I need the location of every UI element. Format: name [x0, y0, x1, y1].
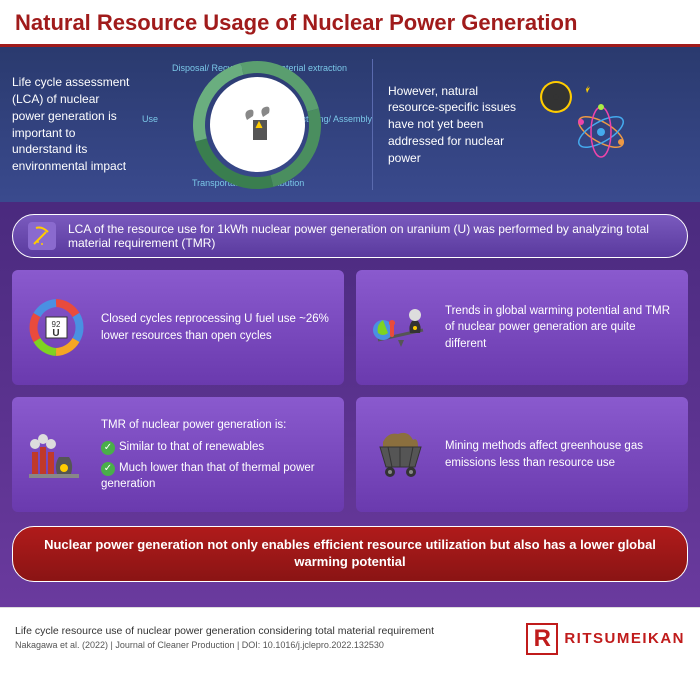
card-tmr-comparison: TMR of nuclear power generation is: ✓ Sim…: [12, 397, 344, 512]
footer: Life cycle resource use of nuclear power…: [0, 607, 700, 669]
card4-text: Mining methods affect greenhouse gas emi…: [445, 438, 676, 470]
uranium-cycle-icon: 92U: [24, 295, 89, 360]
cycle-label-use: Use: [142, 114, 158, 124]
check-icon: ✓: [101, 441, 115, 455]
card-warming-trends: Trends in global warming potential and T…: [356, 270, 688, 385]
check-icon: ✓: [101, 462, 115, 476]
card3-content: TMR of nuclear power generation is: ✓ Sim…: [101, 417, 332, 491]
brand-logo: R RITSUMEIKAN: [526, 623, 685, 655]
banner-text: LCA of the resource use for 1kWh nuclear…: [68, 222, 672, 250]
logo-r-icon: R: [526, 623, 558, 655]
section-findings: LCA of the resource use for 1kWh nuclear…: [0, 202, 700, 607]
pickaxe-icon: [28, 222, 56, 250]
brand-name: RITSUMEIKAN: [564, 630, 685, 647]
svg-text:U: U: [52, 328, 59, 339]
balance-icon: [368, 295, 433, 360]
citation: Life cycle resource use of nuclear power…: [15, 625, 434, 652]
section-lca-intro: Life cycle assessment (LCA) of nuclear p…: [0, 47, 700, 202]
paper-cite: Nakagawa et al. (2022) | Journal of Clea…: [15, 640, 434, 652]
card3-head: TMR of nuclear power generation is:: [101, 417, 332, 433]
power-plant-icon: [24, 422, 89, 487]
card3-b1: Similar to that of renewables: [119, 441, 264, 453]
conclusion-banner: Nuclear power generation not only enable…: [12, 526, 688, 582]
card1-text: Closed cycles reprocessing U fuel use ~2…: [101, 311, 332, 343]
cycle-center-icon: [210, 77, 305, 172]
paper-title: Life cycle resource use of nuclear power…: [15, 625, 434, 639]
nuclear-atom-icon: [531, 77, 631, 172]
lca-intro-text: Life cycle assessment (LCA) of nuclear p…: [12, 59, 142, 190]
card3-b2: Much lower than that of thermal power ge…: [101, 462, 315, 490]
lca-cycle-diagram: Disposal/ Recycling Raw material extract…: [142, 59, 372, 190]
lca-right-panel: However, natural resource-specific issue…: [372, 59, 688, 190]
card-closed-cycles: 92U Closed cycles reprocessing U fuel us…: [12, 270, 344, 385]
tmr-banner: LCA of the resource use for 1kWh nuclear…: [12, 214, 688, 258]
page-title: Natural Resource Usage of Nuclear Power …: [15, 10, 685, 36]
mining-cart-icon: [368, 422, 433, 487]
resource-issues-text: However, natural resource-specific issue…: [388, 83, 523, 167]
card2-text: Trends in global warming potential and T…: [445, 303, 676, 351]
card-mining: Mining methods affect greenhouse gas emi…: [356, 397, 688, 512]
findings-grid: 92U Closed cycles reprocessing U fuel us…: [12, 270, 688, 512]
title-bar: Natural Resource Usage of Nuclear Power …: [0, 0, 700, 47]
